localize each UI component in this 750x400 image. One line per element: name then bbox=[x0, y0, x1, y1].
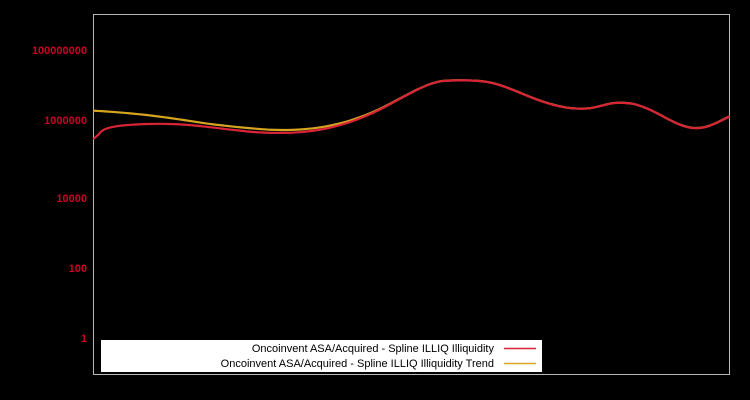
legend-label-trend: Oncoinvent ASA/Acquired - Spline ILLIQ I… bbox=[221, 358, 494, 370]
legend: Oncoinvent ASA/Acquired - Spline ILLIQ I… bbox=[101, 340, 542, 372]
y-tick-label-10000: 10000 bbox=[56, 193, 87, 205]
series-group bbox=[92, 79, 731, 140]
y-axis-tick-labels: 100000000 1000000 10000 100 1 bbox=[32, 45, 87, 345]
series-line-illiquidity bbox=[92, 79, 731, 140]
y-tick-label-1000000: 1000000 bbox=[44, 115, 87, 127]
y-tick-label-100000000: 100000000 bbox=[32, 45, 87, 57]
legend-background bbox=[101, 340, 542, 372]
legend-label-illiquidity: Oncoinvent ASA/Acquired - Spline ILLIQ I… bbox=[252, 343, 495, 355]
y-tick-label-100: 100 bbox=[69, 263, 87, 275]
y-tick-label-1: 1 bbox=[81, 333, 87, 345]
plot-area-border bbox=[93, 14, 730, 375]
